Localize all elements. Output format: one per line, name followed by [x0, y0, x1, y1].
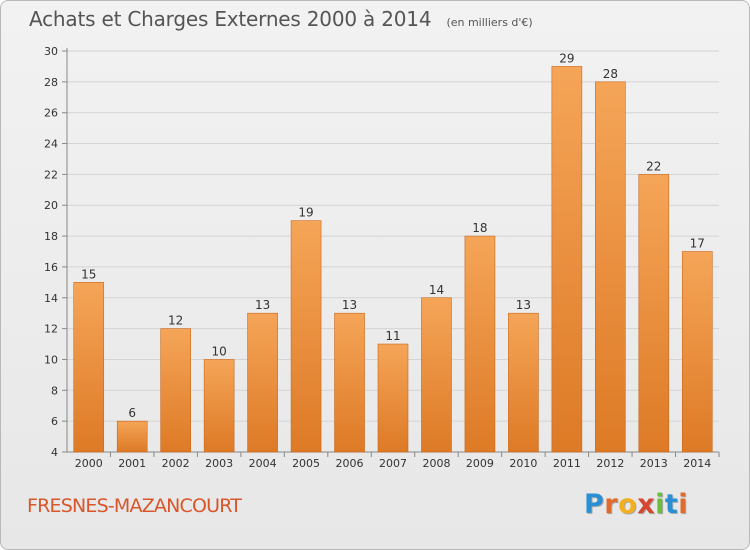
value-label-2012: 28	[603, 67, 618, 81]
logo-letter: x	[637, 489, 656, 520]
x-tick-label-2000: 2000	[75, 457, 103, 470]
bars	[73, 66, 713, 453]
logo-letter: o	[618, 489, 638, 520]
logo-letter: i	[678, 489, 689, 520]
bar-2004	[247, 312, 278, 453]
value-label-2013: 22	[646, 159, 661, 173]
y-tick-label: 28	[44, 76, 58, 89]
bar-2001	[116, 420, 148, 453]
value-label-2005: 19	[298, 206, 313, 220]
x-tick-label-2013: 2013	[640, 457, 668, 470]
value-label-2008: 14	[429, 283, 444, 297]
value-label-2011: 29	[559, 51, 574, 65]
x-tick-label-2007: 2007	[379, 457, 407, 470]
bar-2009	[464, 235, 496, 453]
y-tick-label: 24	[44, 138, 58, 151]
value-label-2009: 18	[472, 221, 487, 235]
y-tick-label: 16	[44, 261, 58, 274]
logo-letter: t	[664, 489, 679, 520]
y-tick-label: 14	[44, 292, 58, 305]
x-tick-label-2009: 2009	[466, 457, 494, 470]
bar-2003	[203, 359, 235, 453]
logo-letter: P	[584, 489, 605, 520]
y-tick-label: 20	[44, 199, 58, 212]
value-label-2006: 13	[342, 298, 357, 312]
y-tick-label: 4	[51, 446, 58, 459]
value-label-2014: 17	[690, 237, 705, 251]
x-tick-label-2003: 2003	[205, 457, 233, 470]
x-tick-label-2006: 2006	[336, 457, 364, 470]
chart-title: Achats et Charges Externes 2000 à 2014	[29, 7, 432, 31]
bar-2013	[638, 174, 670, 453]
logo-letter: i	[655, 489, 665, 520]
y-tick-label: 30	[44, 45, 58, 58]
y-tick-label: 12	[44, 323, 58, 336]
title-line: Achats et Charges Externes 2000 à 2014 (…	[29, 7, 533, 31]
y-tick-label: 18	[44, 230, 58, 243]
x-tick-label-2008: 2008	[422, 457, 450, 470]
x-tick-label-2004: 2004	[249, 457, 277, 470]
value-label-2010: 13	[516, 298, 531, 312]
x-tick-label-2012: 2012	[596, 457, 624, 470]
bar-2002	[160, 328, 191, 453]
bar-2006	[334, 312, 365, 453]
x-tick-label-2005: 2005	[292, 457, 320, 470]
x-tick-label-2011: 2011	[553, 457, 581, 470]
value-label-2002: 12	[168, 314, 183, 328]
x-tick-label-2001: 2001	[118, 457, 146, 470]
y-tick-label: 10	[44, 353, 58, 366]
bar-2000	[73, 282, 105, 453]
value-label-2000: 15	[81, 267, 96, 281]
x-tick-label-2010: 2010	[509, 457, 537, 470]
proxiti-logo[interactable]: Proxiti	[584, 489, 688, 520]
y-tick-label: 6	[51, 415, 58, 428]
bar-2008	[421, 297, 452, 453]
bar-2011	[551, 66, 583, 453]
bar-2014	[681, 251, 713, 453]
city-name: FRESNES-MAZANCOURT	[27, 495, 242, 517]
y-tick-label: 8	[51, 384, 58, 397]
logo-letter: r	[604, 489, 619, 520]
bar-2007	[377, 343, 409, 453]
labels: 4 6 8 10 12 14 16 18 20 22 24 26 28 30 15 2000 6 2001 12 20…	[44, 45, 711, 470]
value-label-2003: 10	[211, 344, 226, 358]
y-tick-label: 26	[44, 107, 58, 120]
x-tick-label-2002: 2002	[162, 457, 190, 470]
bar-2005	[290, 220, 322, 453]
value-label-2001: 6	[128, 406, 136, 420]
value-label-2004: 13	[255, 298, 270, 312]
value-label-2007: 11	[385, 329, 400, 343]
x-tick-label-2014: 2014	[683, 457, 711, 470]
y-tick-label: 22	[44, 168, 58, 181]
chart-subtitle: (en milliers d'€)	[446, 16, 533, 29]
bar-2010	[508, 312, 539, 453]
bar-2012	[595, 81, 626, 453]
